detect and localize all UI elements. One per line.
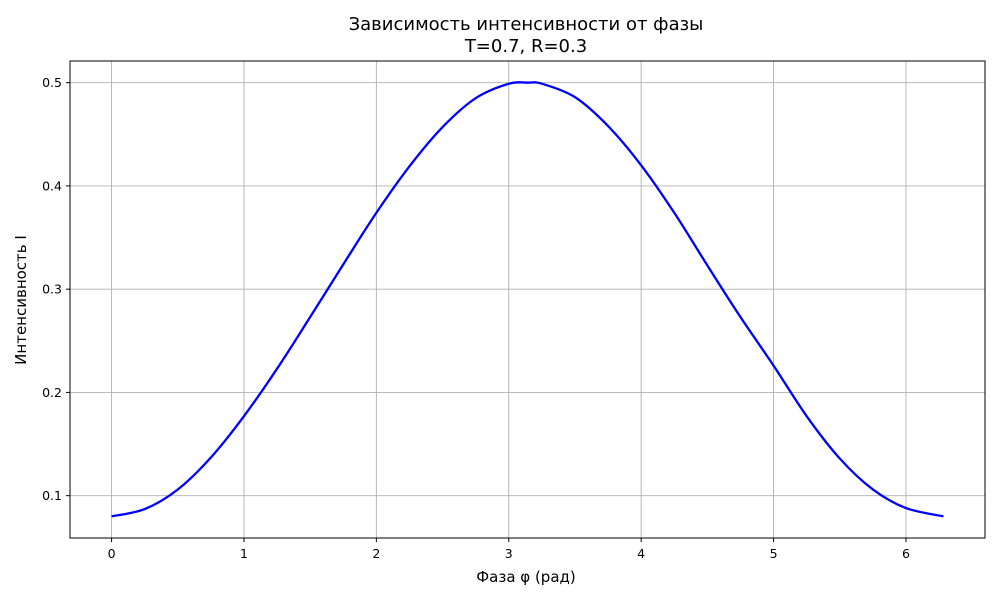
intensity-line: [111, 81, 944, 518]
x-tick-label: 5: [770, 546, 778, 561]
x-tick-label: 4: [637, 546, 645, 561]
x-axis-label: Фаза φ (рад): [476, 568, 576, 586]
x-tick-label: 0: [108, 546, 116, 561]
axes-frame: [69, 60, 986, 539]
chart-title: Зависимость интенсивности от фазы: [349, 14, 704, 35]
x-tick-label: 6: [902, 546, 910, 561]
tick-layer: 0 1 2 3 4 5 6 0.1 0.2 0.3 0.4 0.5: [42, 75, 910, 561]
y-tick-label: 0.1: [42, 488, 62, 503]
y-axis-label: Интенсивность I: [12, 235, 30, 365]
y-tick-label: 0.4: [42, 178, 62, 193]
x-tick-label: 3: [505, 546, 513, 561]
x-tick-label: 2: [372, 546, 380, 561]
x-tick-label: 1: [240, 546, 248, 561]
grid: [70, 61, 985, 538]
y-tick-label: 0.3: [42, 282, 62, 297]
y-tick-label: 0.5: [42, 75, 62, 90]
series-layer: [111, 81, 944, 518]
y-tick-label: 0.2: [42, 385, 62, 400]
chart-subtitle: T=0.7, R=0.3: [464, 36, 587, 57]
